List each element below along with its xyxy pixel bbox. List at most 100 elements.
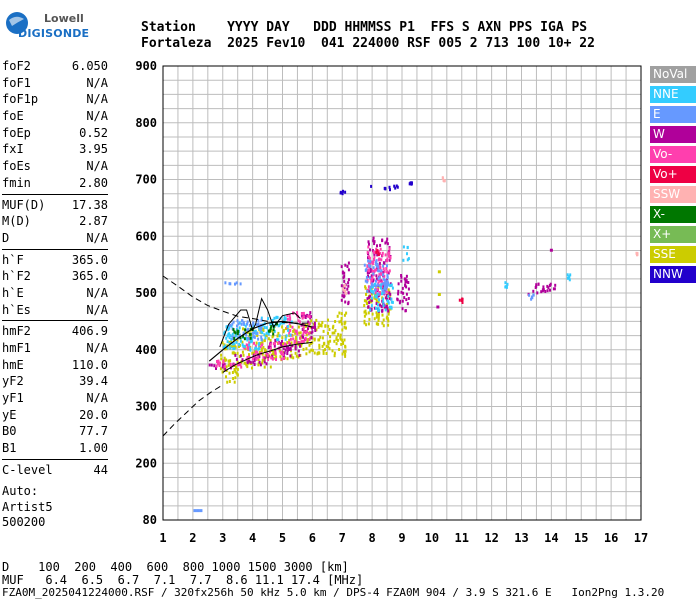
trace-point: [381, 321, 384, 325]
param-row: hmE 110.0: [2, 357, 108, 374]
param-value: 2.80: [79, 175, 108, 190]
trace-point: [369, 259, 372, 263]
trace-point: [280, 344, 283, 348]
trace-point: [384, 187, 387, 191]
trace-point: [302, 332, 305, 336]
trace-point: [305, 333, 308, 337]
trace-point: [381, 253, 384, 257]
trace-point: [249, 327, 252, 331]
trace-point: [298, 353, 301, 357]
param-value: 110.0: [71, 357, 108, 372]
trace-point: [386, 242, 389, 246]
trace-point: [242, 353, 245, 357]
trace-point: [236, 332, 239, 336]
trace-point: [251, 331, 254, 335]
trace-point: [310, 336, 313, 340]
param-value: 6.050: [71, 59, 108, 73]
trace-point: [315, 328, 318, 332]
trace-point: [391, 286, 394, 290]
trace-point: [377, 309, 380, 313]
trace-point: [249, 347, 252, 351]
trace-point: [371, 276, 374, 280]
trace-point: [265, 326, 268, 330]
trace-point: [381, 289, 384, 293]
trace-point: [373, 296, 376, 300]
logo-line-1: Lowell: [44, 12, 84, 25]
trace-point: [277, 341, 280, 345]
param-row: B0 77.7: [2, 423, 108, 440]
trace-point: [290, 341, 293, 345]
trace-point: [281, 336, 284, 340]
trace-point: [338, 311, 341, 315]
param-name: h`F: [2, 252, 24, 267]
trace-point: [541, 289, 544, 293]
auto-scaling-info: Auto: Artist5 500200: [2, 484, 53, 531]
trace-point: [347, 291, 350, 295]
legend-item: X-: [650, 206, 696, 223]
trace-point: [368, 299, 371, 303]
trace-point: [327, 340, 330, 344]
param-value: N/A: [86, 302, 108, 317]
trace-point: [315, 318, 318, 322]
trace-point: [237, 363, 239, 367]
trace-point: [399, 299, 402, 303]
trace-point: [258, 355, 261, 359]
trace-point: [289, 337, 292, 341]
trace-point: [367, 240, 370, 244]
trace-point: [294, 345, 297, 348]
trace-point: [258, 360, 261, 364]
trace-point: [217, 359, 220, 363]
trace-point: [407, 287, 410, 291]
trace-point: [325, 352, 328, 355]
trace-point: [234, 282, 236, 286]
trace-point: [393, 184, 396, 188]
trace-point: [260, 330, 263, 334]
x-tick-label: 13: [514, 531, 528, 545]
y-tick-label: 600: [135, 229, 157, 243]
trace-point: [238, 333, 241, 337]
trace-point: [370, 307, 373, 311]
trace-point: [379, 243, 382, 247]
trace-point: [273, 344, 276, 348]
trace-point: [379, 271, 382, 275]
trace-point: [506, 282, 509, 286]
trace-point: [373, 306, 376, 310]
trace-point: [325, 344, 328, 348]
trace-point: [284, 317, 287, 321]
trace-point: [247, 336, 249, 340]
trace-point: [532, 293, 535, 297]
trace-point: [274, 339, 277, 343]
trace-point: [253, 351, 256, 355]
trace-point: [239, 282, 242, 286]
trace-point: [363, 304, 366, 307]
trace-point: [248, 343, 251, 347]
auto-program: Artist5: [2, 499, 53, 514]
param-name: h`E: [2, 285, 24, 300]
trace-point: [292, 337, 295, 341]
trace-point: [386, 306, 389, 310]
trace-point: [261, 361, 264, 365]
trace-point: [374, 295, 377, 299]
trace-point: [376, 244, 378, 248]
param-name: hmF2: [2, 324, 31, 339]
param-value: N/A: [86, 230, 108, 245]
trace-point: [328, 347, 331, 351]
trace-point: [384, 279, 387, 282]
trace-point: [373, 255, 376, 259]
trace-point: [263, 333, 266, 337]
trace-point: [363, 314, 366, 318]
trace-point: [224, 281, 227, 285]
trace-point: [366, 290, 369, 293]
trace-point: [364, 309, 367, 313]
trace-point: [340, 319, 343, 323]
trace-point: [285, 345, 288, 349]
trace-point: [287, 346, 289, 349]
trace-point: [223, 367, 226, 371]
trace-point: [239, 363, 242, 367]
trace-point: [260, 316, 263, 320]
trace-point: [238, 355, 241, 358]
trace-point: [376, 283, 379, 287]
trace-point: [246, 322, 248, 326]
trace-point: [257, 356, 260, 360]
trace-point: [327, 345, 330, 349]
